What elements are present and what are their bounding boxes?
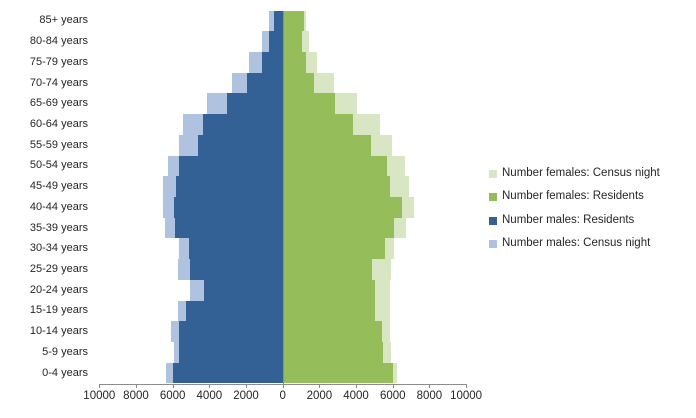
female-residents-bar xyxy=(283,72,315,94)
female-residents-bar xyxy=(283,259,373,280)
x-axis-tick xyxy=(209,383,211,388)
male-residents-bar xyxy=(273,10,283,32)
male-residents-bar xyxy=(179,155,283,177)
legend-swatch-icon xyxy=(489,240,497,249)
y-axis-label: 40-44 years xyxy=(29,200,88,213)
female-residents-bar xyxy=(283,342,384,363)
female-residents-bar xyxy=(283,93,335,115)
legend-label: Number males: Census night xyxy=(502,237,651,250)
x-axis-tick-label: 8000 xyxy=(416,390,443,402)
male-residents-bar xyxy=(202,114,283,135)
female-residents-bar xyxy=(283,10,305,32)
female-residents-bar xyxy=(283,321,383,343)
x-axis-tick-label: 10000 xyxy=(83,390,116,402)
x-axis-tick xyxy=(172,383,174,388)
x-axis-tick xyxy=(392,383,394,388)
male-residents-bar xyxy=(175,217,283,239)
x-axis-tick-label: 0 xyxy=(279,390,286,402)
y-axis-label: 0-4 years xyxy=(42,366,88,379)
male-residents-bar xyxy=(261,51,283,73)
x-axis-tick xyxy=(282,383,284,388)
male-residents-bar xyxy=(186,300,283,322)
legend-item: Number males: Census night xyxy=(489,232,650,256)
legend-label: Number males: Residents xyxy=(502,213,635,226)
x-axis-tick xyxy=(466,383,468,388)
category-axis-line xyxy=(282,10,284,384)
female-residents-bar xyxy=(283,217,395,239)
legend-swatch-icon xyxy=(489,216,497,225)
x-axis-tick-label: 10000 xyxy=(450,390,483,402)
male-residents-bar xyxy=(179,342,283,363)
male-residents-bar xyxy=(203,279,283,301)
x-axis-tick-label: 2000 xyxy=(233,390,259,402)
male-residents-bar xyxy=(198,134,283,156)
x-axis-tick-label: 4000 xyxy=(343,390,369,402)
x-axis-tick xyxy=(246,383,248,388)
x-axis-tick-label: 4000 xyxy=(196,390,223,402)
legend-label: Number females: Census night xyxy=(502,166,660,179)
y-axis-label: 20-24 years xyxy=(29,283,88,296)
female-residents-bar xyxy=(283,176,391,197)
legend-label: Number females: Residents xyxy=(502,190,644,203)
male-residents-bar xyxy=(189,238,283,260)
y-axis-label: 65-69 years xyxy=(29,97,88,110)
legend-item: Number females: Census night xyxy=(489,162,660,186)
y-axis-label: 10-14 years xyxy=(29,325,88,338)
female-residents-bar xyxy=(283,300,375,322)
x-axis-tick xyxy=(135,383,137,388)
y-axis-label: 50-54 years xyxy=(29,159,88,172)
y-axis-label: 45-49 years xyxy=(29,180,88,193)
legend-swatch-icon xyxy=(489,193,497,202)
y-axis-label: 35-39 years xyxy=(29,221,88,234)
y-axis-label: 25-29 years xyxy=(29,263,88,276)
x-axis-tick xyxy=(429,383,431,388)
legend-swatch-icon xyxy=(489,169,497,178)
x-axis-tick-label: 6000 xyxy=(379,390,406,402)
legend-item: Number females: Residents xyxy=(489,185,644,209)
y-axis-label: 30-34 years xyxy=(29,242,88,255)
female-residents-bar xyxy=(283,279,375,301)
x-axis-tick xyxy=(319,383,321,388)
x-axis-tick xyxy=(356,383,358,388)
female-residents-bar xyxy=(283,51,307,73)
female-residents-bar xyxy=(283,362,394,384)
female-residents-bar xyxy=(283,31,303,52)
male-residents-bar xyxy=(246,72,283,94)
female-residents-bar xyxy=(283,197,403,218)
female-residents-bar xyxy=(283,134,372,156)
female-residents-bar xyxy=(283,238,385,260)
female-residents-bar xyxy=(283,114,353,135)
y-axis-label: 55-59 years xyxy=(29,138,88,151)
male-residents-bar xyxy=(226,93,283,115)
y-axis-label: 15-19 years xyxy=(29,304,88,317)
x-axis-tick-label: 8000 xyxy=(123,390,149,402)
x-axis-tick-label: 2000 xyxy=(306,390,333,402)
y-axis-label: 75-79 years xyxy=(29,55,88,68)
x-axis-tick-label: 6000 xyxy=(159,390,186,402)
y-axis-label: 5-9 years xyxy=(42,345,88,358)
male-residents-bar xyxy=(176,176,283,197)
legend-item: Number males: Residents xyxy=(489,209,634,233)
male-residents-bar xyxy=(179,321,283,343)
y-axis-label: 70-74 years xyxy=(29,76,88,89)
y-axis-label: 60-64 years xyxy=(29,117,88,130)
male-residents-bar xyxy=(172,362,283,384)
male-residents-bar xyxy=(190,259,283,280)
y-axis-label: 85+ years xyxy=(39,14,88,27)
male-residents-bar xyxy=(268,31,283,52)
x-axis-tick xyxy=(99,383,101,388)
female-residents-bar xyxy=(283,155,387,177)
male-residents-bar xyxy=(174,197,283,218)
y-axis-label: 80-84 years xyxy=(29,35,88,48)
